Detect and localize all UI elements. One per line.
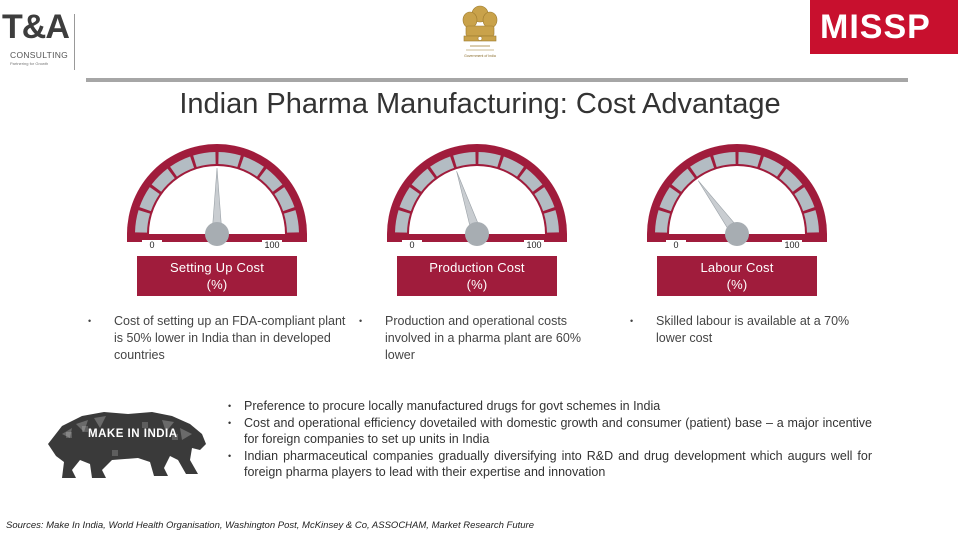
gauge-hub — [465, 222, 489, 246]
gauge-hub — [725, 222, 749, 246]
gauge-max-label: 100 — [262, 240, 282, 251]
gauge-caption: Production Cost (%) — [397, 256, 557, 296]
gauge-caption-title: Labour Cost — [700, 260, 774, 275]
gauge-max-label: 100 — [782, 240, 802, 251]
gauge-caption-title: Setting Up Cost — [169, 260, 265, 275]
make-in-india-logo: MAKE IN INDIA — [42, 404, 210, 480]
lion-icon — [48, 412, 206, 478]
gauge-segment — [519, 168, 543, 192]
gauge-segment — [738, 152, 761, 168]
missp-logo: MISSP — [810, 0, 958, 54]
bullet-icon: • — [228, 417, 232, 428]
gauge-segment — [543, 210, 559, 233]
sources-note: Sources: Make In India, World Health Org… — [6, 520, 534, 531]
gauge-segment — [499, 156, 524, 177]
bullet-icon: • — [88, 316, 92, 326]
emblem-caption: Government of India — [464, 54, 496, 58]
list-item: • Cost and operational efficiency dovetai… — [222, 415, 872, 448]
list-item-text: Indian pharmaceutical companies graduall… — [244, 448, 872, 480]
bullet-icon: • — [359, 316, 363, 326]
gauge-caption-title: Production Cost — [429, 260, 525, 275]
list-item: • Preference to procure locally manufactu… — [222, 398, 872, 415]
bullet-icon: • — [630, 316, 634, 326]
missp-logo-text: MISSP — [820, 8, 931, 46]
gauge-segment — [395, 210, 411, 233]
gauge-caption-unit: (%) — [466, 277, 488, 292]
gauge-caption-unit: (%) — [726, 277, 748, 292]
make-in-india-text: MAKE IN INDIA — [88, 428, 178, 440]
gauge-segment — [139, 187, 160, 212]
gauge-hub — [205, 222, 229, 246]
gauge-min-label: 0 — [402, 240, 422, 251]
gauge-segment — [239, 156, 264, 177]
gauge-segment — [135, 210, 151, 233]
gauge-segment — [690, 156, 715, 177]
gauge-segment — [430, 156, 455, 177]
bullet-icon: • — [228, 450, 232, 461]
gauge-bullet-text: Cost of setting up an FDA-compliant plan… — [114, 314, 346, 362]
list-item-text: Cost and operational efficiency dovetail… — [244, 415, 872, 447]
setting-up-cost-gauge — [125, 136, 309, 246]
list-item: • Indian pharmaceutical companies gradual… — [222, 448, 872, 481]
gauge-segment — [478, 152, 501, 168]
gauge-segment — [259, 168, 283, 192]
gauge-segment — [453, 152, 476, 168]
gauge-segment — [283, 210, 299, 233]
ta-logo-name: CONSULTING — [10, 50, 69, 60]
gauge-max-label: 100 — [524, 240, 544, 251]
gauge-bullet-text: Skilled labour is available at a 70% low… — [656, 314, 850, 345]
gauge-caption: Setting Up Cost (%) — [137, 256, 297, 296]
gauge-inner — [669, 166, 805, 234]
gauge-segment — [218, 152, 241, 168]
gauge-bullet: • Cost of setting up an FDA-compliant pl… — [88, 313, 348, 367]
labour-cost-gauge — [645, 136, 829, 246]
bullet-icon: • — [228, 401, 232, 411]
gauge-bullet: • Skilled labour is available at a 70% l… — [630, 313, 890, 367]
gauge-caption-unit: (%) — [206, 277, 228, 292]
gauge-segment — [411, 168, 435, 192]
gauge-segment — [170, 156, 195, 177]
gauge-segment — [399, 187, 420, 212]
gauge-segment — [151, 168, 175, 192]
ta-logo-mark: T&A — [2, 8, 70, 46]
national-emblem-icon: Government of India — [448, 2, 512, 62]
production-cost-gauge — [385, 136, 569, 246]
key-points-list: • Preference to procure locally manufactu… — [222, 398, 872, 481]
gauge-caption: Labour Cost (%) — [657, 256, 817, 296]
gauge-segment — [193, 152, 216, 168]
gauge-bullet-text: Production and operational costs involve… — [385, 314, 581, 362]
gauge-segment — [779, 168, 803, 192]
gauge-segment — [713, 152, 736, 168]
gauge-segment — [759, 156, 784, 177]
gauge-segment — [655, 210, 671, 233]
ta-consulting-logo: T&A CONSULTING Partnering for Growth — [0, 4, 80, 70]
list-item-text: Preference to procure locally manufactur… — [244, 399, 661, 413]
ta-logo-tagline: Partnering for Growth — [10, 61, 49, 66]
gauge-segment — [803, 210, 819, 233]
gauge-bullet: • Production and operational costs invol… — [359, 313, 619, 367]
gauge-min-label: 0 — [142, 240, 162, 251]
gauge-segment — [659, 187, 680, 212]
page-title: Indian Pharma Manufacturing: Cost Advant… — [179, 88, 781, 120]
gauge-segment — [671, 168, 695, 192]
gauge-segment — [274, 187, 295, 212]
gauge-segment — [534, 187, 555, 212]
gauge-min-label: 0 — [666, 240, 686, 251]
header-divider — [86, 78, 908, 82]
gauge-segment — [794, 187, 815, 212]
gauge-inner — [409, 166, 545, 234]
